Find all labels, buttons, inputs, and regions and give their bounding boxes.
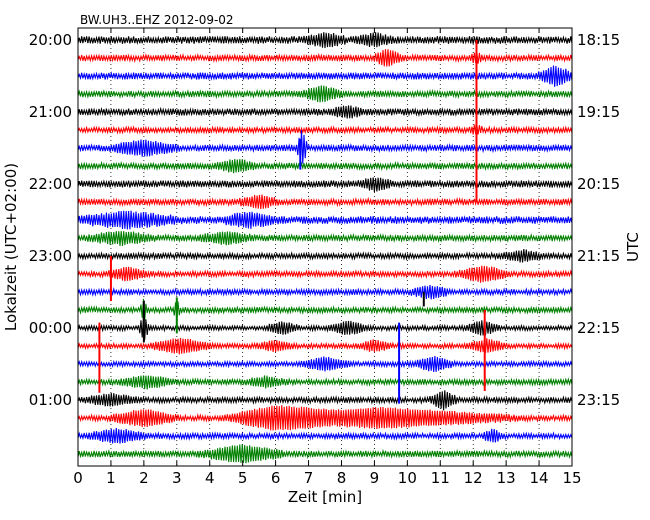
- left-tick-label-3: 23:00: [29, 247, 72, 265]
- right-axis-ticks: 18:15 19:15 20:15 21:15 22:15 23:15: [567, 31, 620, 409]
- chart-title: BW.UH3..EHZ 2012-09-02: [80, 13, 234, 27]
- trace-group: [77, 32, 573, 464]
- x-tick-label-8: 8: [337, 469, 347, 487]
- right-tick-label-5: 23:15: [577, 391, 620, 409]
- x-tick-label-0: 0: [73, 469, 83, 487]
- trace-2: [77, 65, 573, 87]
- trace-8: [77, 177, 573, 193]
- x-axis-label: Zeit [min]: [288, 488, 362, 506]
- trace-19: [77, 375, 573, 390]
- x-tick-label-4: 4: [205, 469, 215, 487]
- right-axis-label: UTC: [624, 232, 642, 262]
- trace-15: [77, 298, 573, 322]
- trace-16: [77, 316, 573, 340]
- right-tick-label-0: 18:15: [577, 31, 620, 49]
- x-tick-label-7: 7: [304, 469, 314, 487]
- trace-14: [77, 285, 573, 300]
- trace-3: [77, 85, 573, 103]
- left-axis-label: Lokalzeit (UTC+02:00): [2, 163, 20, 331]
- x-tick-label-2: 2: [139, 469, 149, 487]
- right-tick-label-1: 19:15: [577, 103, 620, 121]
- left-tick-label-2: 22:00: [29, 175, 72, 193]
- trace-17: [77, 337, 573, 355]
- trace-1: [77, 49, 573, 67]
- right-tick-label-2: 20:15: [577, 175, 620, 193]
- trace-11: [77, 231, 573, 246]
- trace-9: [77, 194, 573, 210]
- trace-23: [77, 444, 573, 464]
- trace-0: [77, 32, 573, 48]
- trace-4: [77, 105, 573, 119]
- trace-5: [77, 124, 573, 135]
- spike-group: [98, 40, 486, 404]
- x-tick-label-1: 1: [106, 469, 116, 487]
- trace-18: [77, 356, 573, 373]
- trace-20: [77, 390, 573, 411]
- x-tick-label-15: 15: [562, 469, 581, 487]
- x-tick-label-9: 9: [370, 469, 380, 487]
- x-tick-label-5: 5: [238, 469, 248, 487]
- x-tick-label-6: 6: [271, 469, 281, 487]
- left-tick-label-5: 01:00: [29, 391, 72, 409]
- trace-13: [77, 265, 573, 283]
- x-tick-label-3: 3: [172, 469, 182, 487]
- left-axis-ticks: 20:00 21:00 22:00 23:00 00:00 01:00: [29, 31, 83, 409]
- trace-7: [77, 158, 573, 174]
- trace-12: [77, 249, 573, 263]
- trace-22: [77, 428, 573, 444]
- plot-frame: [77, 27, 573, 467]
- left-tick-label-0: 20:00: [29, 31, 72, 49]
- trace-10: [77, 210, 573, 230]
- left-tick-label-1: 21:00: [29, 103, 72, 121]
- trace-21: [77, 405, 573, 431]
- x-tick-label-11: 11: [431, 469, 450, 487]
- right-tick-label-4: 22:15: [577, 319, 620, 337]
- x-tick-label-14: 14: [530, 469, 549, 487]
- x-tick-label-10: 10: [398, 469, 417, 487]
- left-tick-label-4: 00:00: [29, 319, 72, 337]
- x-axis-ticks: 0 1 2 3 4 5 6 7 8 9 10 11 12 13 14 15: [73, 28, 582, 487]
- x-tick-label-13: 13: [497, 469, 516, 487]
- trace-6: [77, 130, 573, 164]
- x-tick-label-12: 12: [464, 469, 483, 487]
- right-tick-label-3: 21:15: [577, 247, 620, 265]
